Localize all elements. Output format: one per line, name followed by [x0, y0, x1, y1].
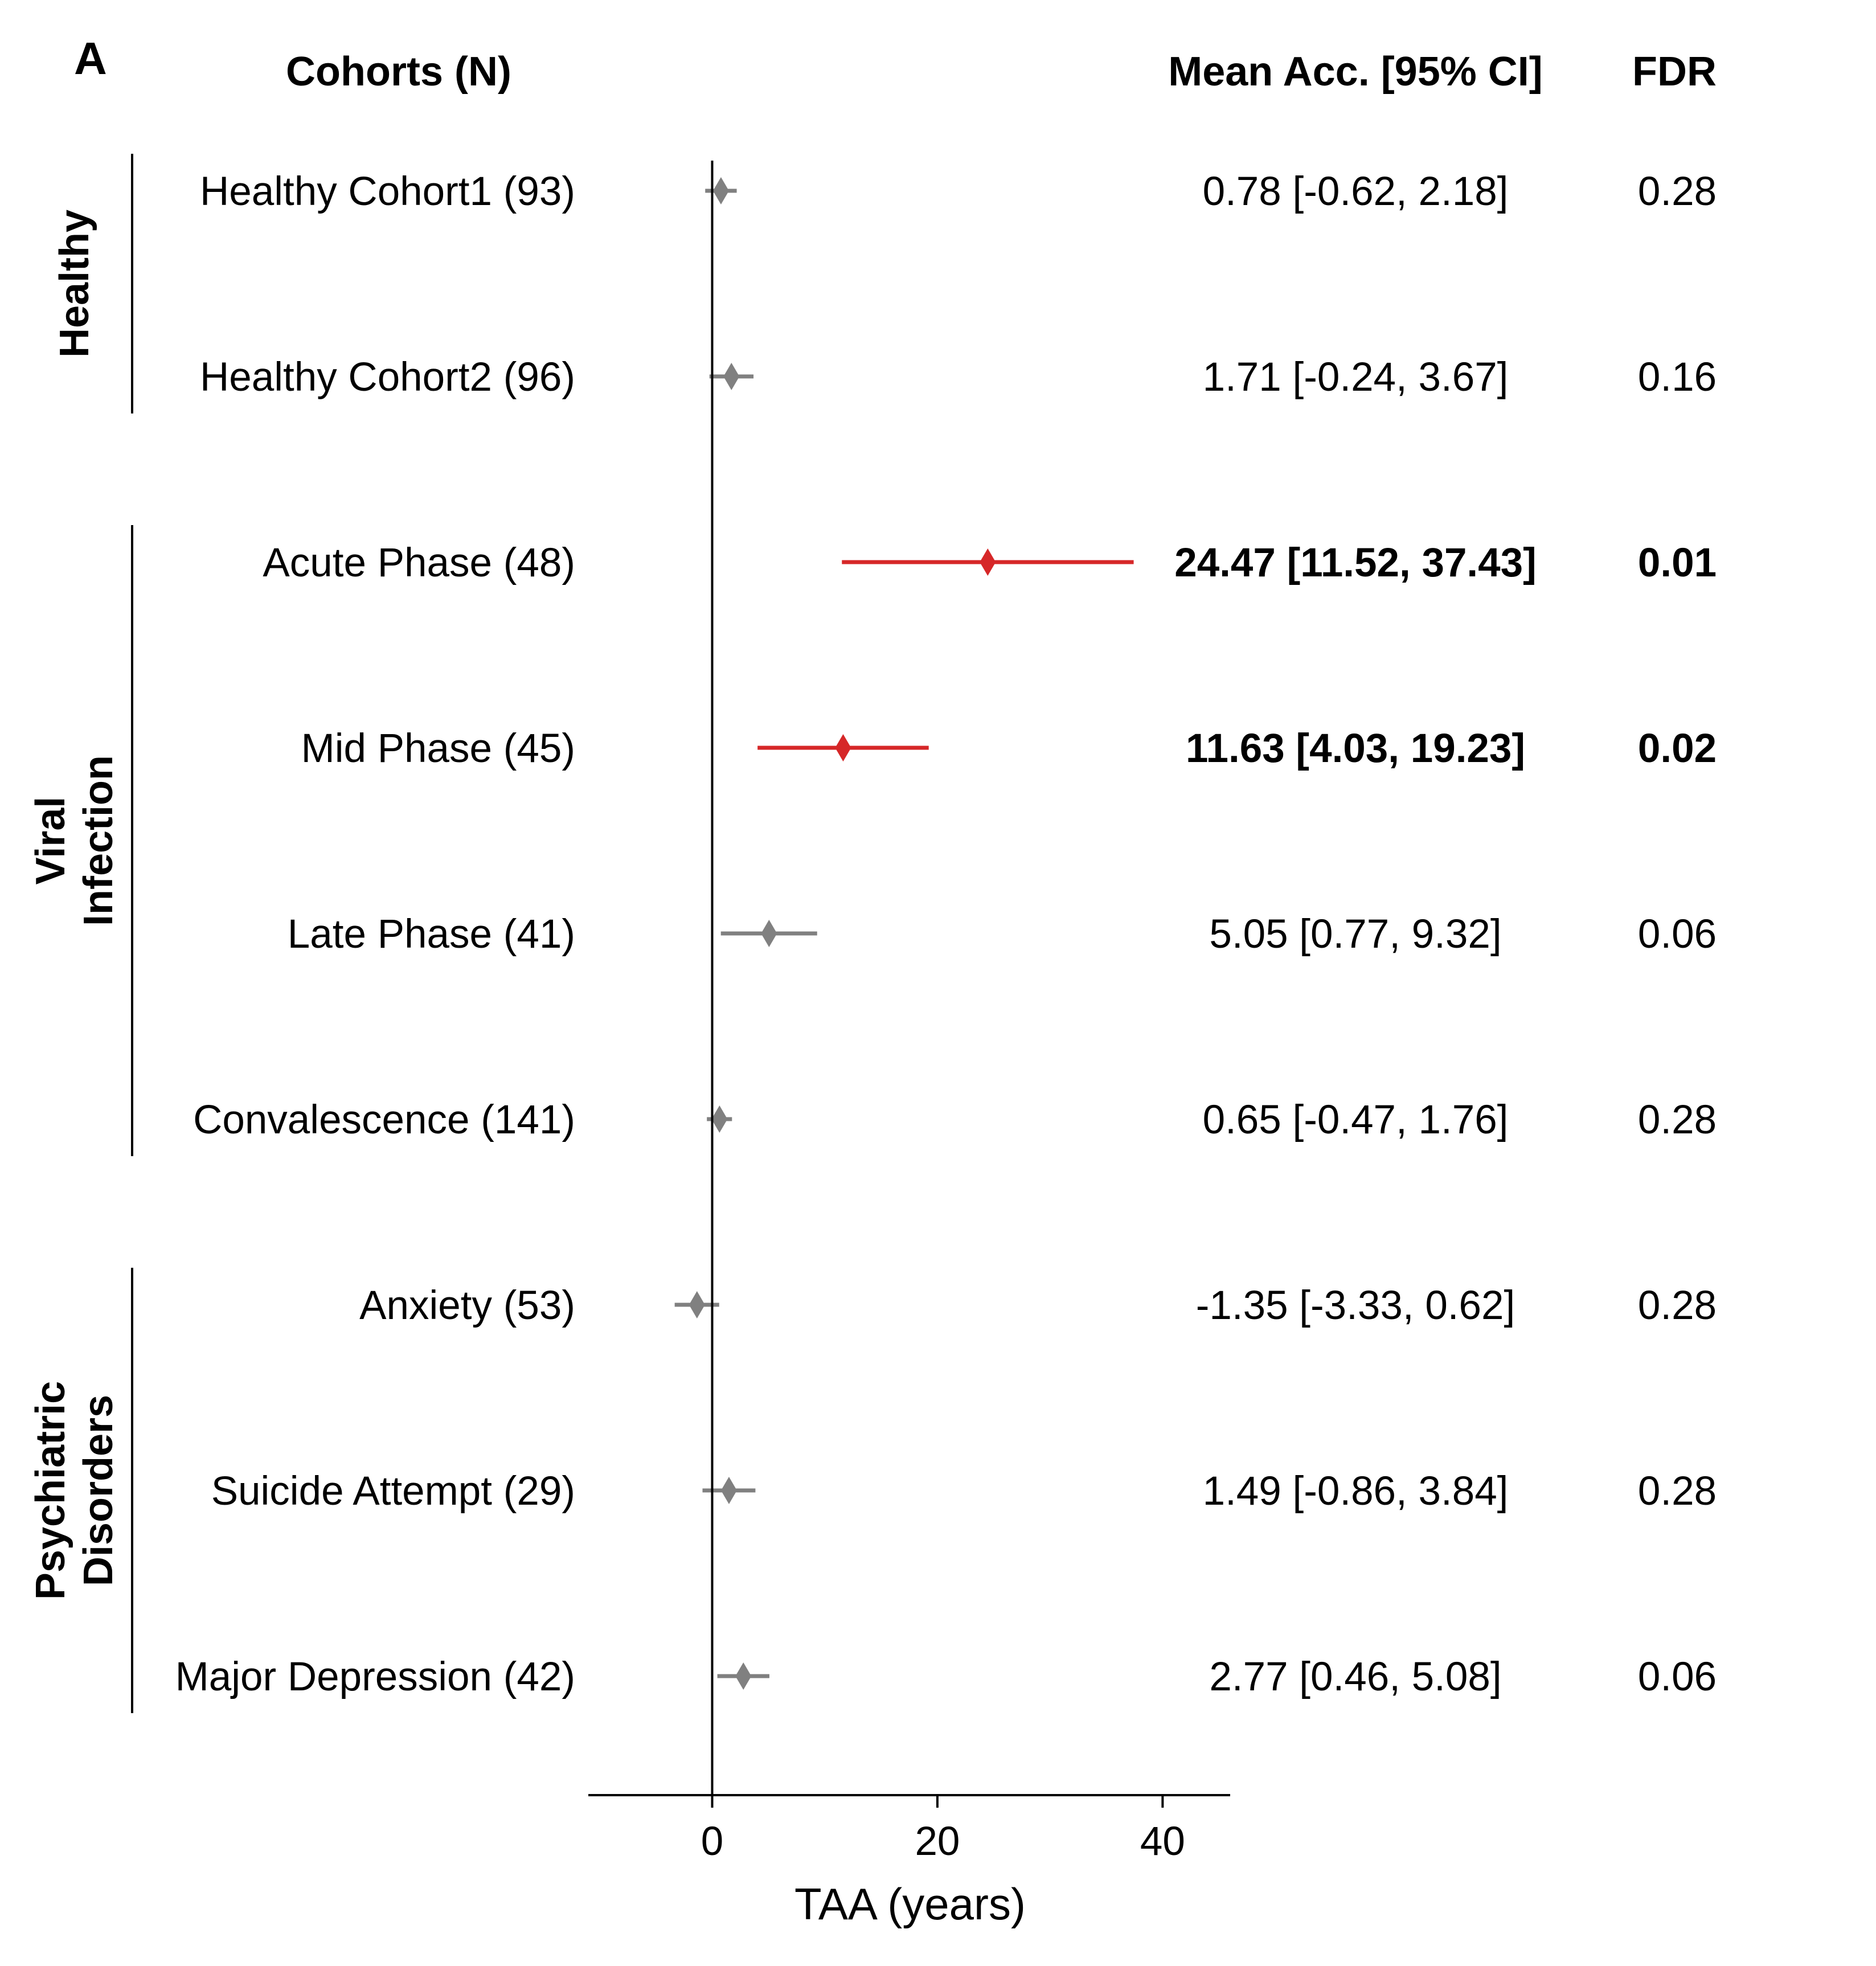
- mean-point: [735, 1662, 752, 1690]
- group-label: Healthy: [52, 210, 97, 358]
- mean-ci-label: 2.77 [0.46, 5.08]: [1209, 1654, 1501, 1699]
- cohort-row: Suicide Attempt (29) 1.49 [-0.86, 3.84] 0.…: [211, 1469, 1717, 1514]
- group-label: Infection: [76, 755, 121, 926]
- mean-ci-label: 11.63 [4.03, 19.23]: [1186, 726, 1525, 771]
- fdr-label: 0.28: [1638, 169, 1717, 214]
- cohort-label: Anxiety (53): [359, 1283, 575, 1328]
- mean-point: [835, 734, 851, 761]
- cohort-label: Major Depression (42): [175, 1654, 575, 1699]
- cohort-label: Late Phase (41): [288, 912, 575, 957]
- mean-ci-label: 1.71 [-0.24, 3.67]: [1203, 355, 1509, 400]
- header-mean-acc: Mean Acc. [95% CI]: [1168, 49, 1543, 95]
- cohort-row: Healthy Cohort1 (93) 0.78 [-0.62, 2.18] 0.…: [200, 169, 1717, 214]
- fdr-label: 0.06: [1638, 912, 1717, 957]
- x-tick-label: 0: [701, 1819, 724, 1864]
- header-cohorts: Cohorts (N): [286, 49, 511, 95]
- x-tick-label: 20: [915, 1819, 960, 1864]
- fdr-label: 0.16: [1638, 355, 1717, 400]
- fdr-label: 0.06: [1638, 1654, 1717, 1699]
- fdr-label: 0.02: [1638, 726, 1717, 771]
- group-label: Psychiatric: [28, 1381, 73, 1600]
- mean-point: [711, 1105, 728, 1133]
- cohort-rows: Healthy Cohort1 (93) 0.78 [-0.62, 2.18] 0.…: [175, 169, 1717, 1699]
- mean-ci-label: 0.65 [-0.47, 1.76]: [1203, 1097, 1509, 1142]
- fdr-label: 0.01: [1638, 540, 1717, 585]
- mean-point: [720, 1477, 737, 1504]
- cohort-row: Healthy Cohort2 (96) 1.71 [-0.24, 3.67] 0.…: [200, 355, 1717, 400]
- cohort-row: Mid Phase (45) 11.63 [4.03, 19.23] 0.02: [301, 726, 1717, 771]
- mean-ci-label: 1.49 [-0.86, 3.84]: [1203, 1469, 1509, 1514]
- panel-letter: A: [74, 33, 107, 84]
- mean-ci-label: -1.35 [-3.33, 0.62]: [1196, 1283, 1515, 1328]
- mean-point: [723, 363, 740, 390]
- cohort-label: Suicide Attempt (29): [211, 1469, 575, 1514]
- x-axis-title: TAA (years): [794, 1879, 1026, 1929]
- cohort-label: Convalescence (141): [193, 1097, 575, 1142]
- fdr-label: 0.28: [1638, 1469, 1717, 1514]
- cohort-row: Anxiety (53) -1.35 [-3.33, 0.62] 0.28: [359, 1283, 1717, 1328]
- cohort-label: Healthy Cohort1 (93): [200, 169, 575, 214]
- cohort-label: Mid Phase (45): [301, 726, 575, 771]
- group-label: Disorders: [76, 1395, 121, 1586]
- group-bracket: Viral Infection: [28, 525, 133, 1156]
- group-bracket: Healthy: [52, 154, 133, 413]
- group-brackets: Healthy Viral Infection Psychiatric Disorder…: [28, 154, 133, 1713]
- mean-ci-label: 5.05 [0.77, 9.32]: [1209, 912, 1501, 957]
- mean-point: [689, 1291, 705, 1318]
- fdr-label: 0.28: [1638, 1097, 1717, 1142]
- cohort-row: Convalescence (141) 0.65 [-0.47, 1.76] 0.2…: [193, 1097, 1717, 1142]
- cohort-label: Healthy Cohort2 (96): [200, 355, 575, 400]
- mean-point: [980, 548, 996, 576]
- header-fdr: FDR: [1632, 49, 1717, 95]
- group-bracket: Psychiatric Disorders: [28, 1268, 133, 1713]
- cohort-row: Major Depression (42) 2.77 [0.46, 5.08] 0.…: [175, 1654, 1717, 1699]
- mean-ci-label: 0.78 [-0.62, 2.18]: [1203, 169, 1509, 214]
- group-label: Viral: [28, 797, 73, 885]
- x-axis: 0 20 40: [588, 161, 1230, 1864]
- x-tick-label: 40: [1140, 1819, 1185, 1864]
- mean-ci-label: 24.47 [11.52, 37.43]: [1174, 540, 1537, 585]
- mean-point: [761, 920, 777, 947]
- mean-point: [712, 177, 729, 204]
- cohort-row: Late Phase (41) 5.05 [0.77, 9.32] 0.06: [288, 912, 1717, 957]
- cohort-row: Acute Phase (48) 24.47 [11.52, 37.43] 0.01: [263, 540, 1717, 585]
- fdr-label: 0.28: [1638, 1283, 1717, 1328]
- cohort-label: Acute Phase (48): [263, 540, 575, 585]
